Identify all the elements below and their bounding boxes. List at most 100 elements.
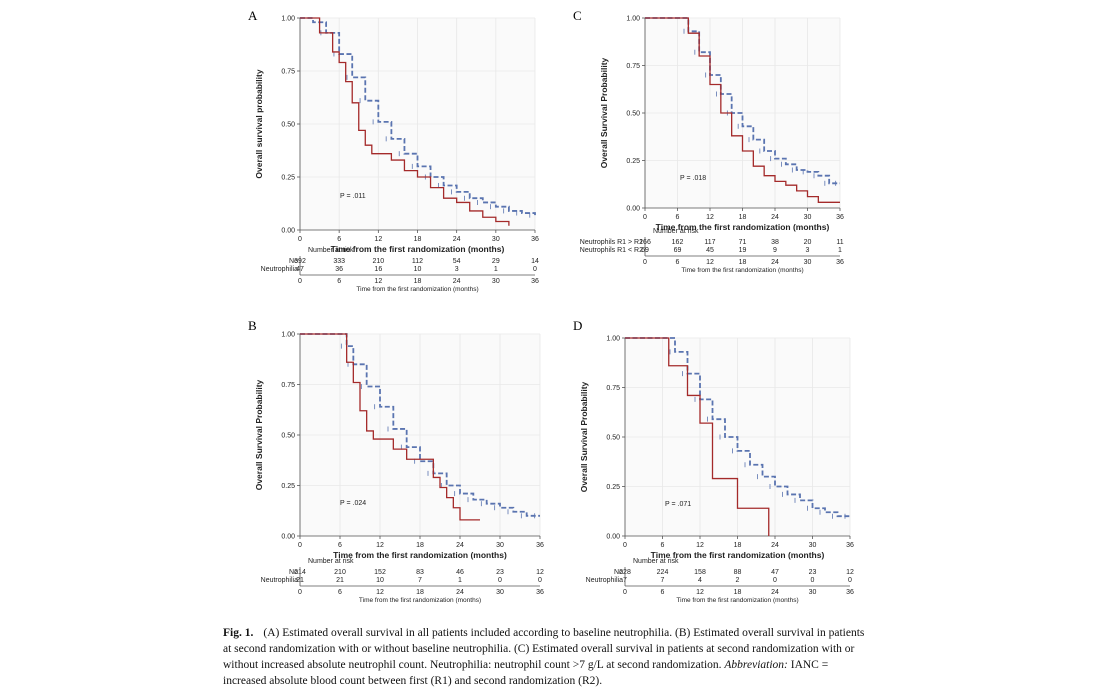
risk-value: 10 xyxy=(414,266,422,273)
risk-value: 21 xyxy=(336,577,344,584)
p-value-label: P = .071 xyxy=(665,501,691,508)
risk-value: 23 xyxy=(809,569,817,576)
panel-letter: A xyxy=(248,8,258,23)
x-tick-label: 24 xyxy=(456,542,464,549)
risk-x-tick-label: 12 xyxy=(696,589,704,596)
risk-value: 1 xyxy=(838,247,842,254)
panel-b: B 0.00 0.25 0.50 0.75 1.00 0 6 12 18 24 30 36 Overall… xyxy=(248,318,544,604)
risk-row-label: No xyxy=(614,569,623,576)
y-axis-title: Overall survival probability xyxy=(254,69,264,178)
x-tick-label: 18 xyxy=(734,542,742,549)
risk-value: 210 xyxy=(372,258,384,265)
x-tick-label: 6 xyxy=(338,542,342,549)
risk-x-tick-label: 36 xyxy=(836,259,844,266)
x-tick-label: 36 xyxy=(846,542,854,549)
risk-x-tick-label: 6 xyxy=(337,278,341,285)
risk-row-label: Neutrophils R1 < R2 xyxy=(580,247,643,254)
risk-x-tick-label: 0 xyxy=(298,278,302,285)
x-tick-label: 30 xyxy=(804,214,812,221)
risk-value: 16 xyxy=(374,266,382,273)
caption-figure-label: Fig. 1. xyxy=(223,627,254,639)
risk-row-label: Neutrophilia xyxy=(586,577,623,584)
risk-x-tick-label: 12 xyxy=(376,589,384,596)
risk-x-tick-label: 30 xyxy=(804,259,812,266)
risk-x-tick-label: 24 xyxy=(771,259,779,266)
x-tick-label: 6 xyxy=(337,236,341,243)
risk-value: 3 xyxy=(455,266,459,273)
risk-value: 83 xyxy=(416,569,424,576)
risk-value: 4 xyxy=(698,577,702,584)
x-tick-label: 36 xyxy=(531,236,539,243)
y-tick-label: 0.75 xyxy=(281,69,295,76)
risk-table-title: Number at risk xyxy=(308,247,354,254)
risk-x-tick-label: 0 xyxy=(298,589,302,596)
risk-value: 0 xyxy=(811,577,815,584)
caption-text-part2: IANC = increased absolute blood count be… xyxy=(223,659,829,687)
figure-caption: Fig. 1. (A) Estimated overall survival in… xyxy=(223,625,873,689)
risk-x-axis-title: Time from the first randomization (month… xyxy=(356,286,478,293)
x-axis-title: Time from the first randomization (month… xyxy=(331,244,505,254)
panel-letter: B xyxy=(248,318,257,333)
risk-value: 210 xyxy=(334,569,346,576)
risk-value: 7 xyxy=(661,577,665,584)
risk-value: 7 xyxy=(418,577,422,584)
caption-abbreviation-label: Abbreviation: xyxy=(724,659,788,671)
caption-text-part1: (A) Estimated overall survival in all pa… xyxy=(223,627,865,671)
y-tick-label: 0.25 xyxy=(281,483,295,490)
y-tick-label: 0.00 xyxy=(626,206,640,213)
risk-row-label: Neutrophils R1 > R2 xyxy=(580,239,643,246)
x-tick-label: 24 xyxy=(771,214,779,221)
risk-x-axis-title: Time from the first randomization (month… xyxy=(359,597,481,604)
x-axis-title: Time from the first randomization (month… xyxy=(333,550,507,560)
x-tick-label: 12 xyxy=(374,236,382,243)
risk-value: 14 xyxy=(531,258,539,265)
risk-x-tick-label: 36 xyxy=(531,278,539,285)
x-tick-label: 12 xyxy=(376,542,384,549)
x-tick-label: 12 xyxy=(696,542,704,549)
risk-value: 88 xyxy=(734,569,742,576)
series-curve-reference xyxy=(645,17,840,185)
y-tick-label: 0.75 xyxy=(606,385,620,392)
risk-x-axis-title: Time from the first randomization (month… xyxy=(676,597,798,604)
risk-value: 29 xyxy=(492,258,500,265)
risk-x-tick-label: 12 xyxy=(706,259,714,266)
x-tick-label: 18 xyxy=(414,236,422,243)
risk-value: 333 xyxy=(333,258,345,265)
risk-x-tick-label: 18 xyxy=(734,589,742,596)
risk-row-label: No xyxy=(289,258,298,265)
risk-value: 36 xyxy=(335,266,343,273)
risk-value: 152 xyxy=(374,569,386,576)
risk-value: 19 xyxy=(739,247,747,254)
risk-x-tick-label: 30 xyxy=(492,278,500,285)
risk-value: 1 xyxy=(458,577,462,584)
x-tick-label: 12 xyxy=(706,214,714,221)
y-tick-label: 0.50 xyxy=(281,433,295,440)
x-tick-label: 6 xyxy=(661,542,665,549)
panel-letter: D xyxy=(573,318,582,333)
y-tick-label: 0.75 xyxy=(281,382,295,389)
risk-x-axis-title: Time from the first randomization (month… xyxy=(681,267,803,274)
risk-x-tick-label: 24 xyxy=(456,589,464,596)
y-tick-label: 0.50 xyxy=(606,435,620,442)
risk-table-title: Number at risk xyxy=(308,558,354,565)
risk-value: 11 xyxy=(836,239,843,246)
y-tick-label: 0.50 xyxy=(281,122,295,129)
x-tick-label: 18 xyxy=(739,214,747,221)
risk-value: 0 xyxy=(848,577,852,584)
risk-value: 20 xyxy=(804,239,812,246)
risk-value: 10 xyxy=(376,577,384,584)
series-curve-comparison xyxy=(625,337,770,536)
risk-row-label: Neutrophilia xyxy=(261,266,298,273)
risk-value: 47 xyxy=(771,569,779,576)
figure-canvas: A0.000.250.500.751.000 6 12 18 24 30 36Overall… xyxy=(248,8,854,604)
y-tick-label: 0.00 xyxy=(281,534,295,541)
x-tick-label: 30 xyxy=(809,542,817,549)
y-axis-title: Overall Survival Probability xyxy=(254,379,264,490)
x-axis-title: Time from the first randomization (month… xyxy=(656,222,830,232)
risk-x-tick-label: 6 xyxy=(661,589,665,596)
risk-value: 38 xyxy=(771,239,779,246)
y-tick-label: 0.00 xyxy=(606,534,620,541)
x-tick-label: 24 xyxy=(771,542,779,549)
risk-value: 117 xyxy=(704,239,715,246)
risk-value: 1 xyxy=(494,266,498,273)
